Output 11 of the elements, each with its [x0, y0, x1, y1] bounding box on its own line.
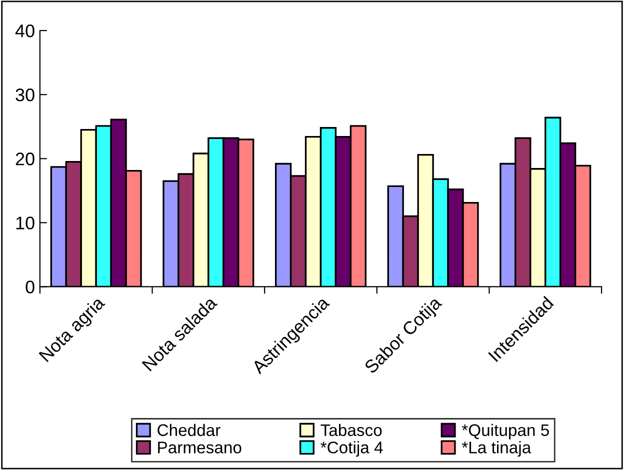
y-tick-label: 20 [16, 152, 34, 166]
y-tick-label: 0 [26, 280, 34, 294]
legend-label: *La tinaja [462, 441, 532, 457]
y-tick-label: 10 [16, 216, 34, 230]
legend-label: *Quitupan 5 [462, 424, 549, 440]
legend-label: Cheddar [158, 424, 220, 436]
y-tick-label: 40 [15, 24, 34, 38]
legend-label: *Cotija 4 [320, 441, 383, 457]
y-tick-label: 30 [16, 88, 34, 102]
legend-label: Tabasco [320, 424, 382, 436]
legend-label: Parmesano [158, 442, 242, 454]
